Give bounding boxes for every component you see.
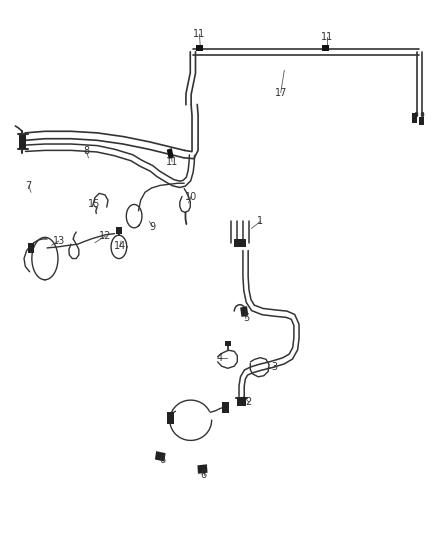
Text: 14: 14 (113, 241, 126, 252)
Bar (237, 397, 247, 407)
Bar (234, 239, 246, 247)
Bar (28, 243, 34, 253)
Text: 4: 4 (217, 353, 223, 362)
Bar (198, 464, 208, 474)
Bar (322, 45, 329, 51)
Text: 17: 17 (275, 87, 287, 98)
Bar (225, 341, 231, 346)
Text: 10: 10 (185, 191, 197, 201)
Text: 3: 3 (272, 362, 278, 372)
Text: 15: 15 (88, 199, 100, 209)
Bar (419, 117, 424, 125)
Text: 6: 6 (201, 470, 207, 480)
Bar (167, 148, 174, 159)
Bar (116, 227, 121, 233)
Text: 6: 6 (159, 455, 166, 465)
Text: 11: 11 (166, 157, 178, 166)
Text: 11: 11 (321, 33, 333, 43)
Text: 5: 5 (243, 313, 249, 324)
Text: 11: 11 (193, 29, 205, 39)
Text: 1: 1 (257, 216, 263, 227)
Text: 7: 7 (26, 181, 32, 191)
Bar (222, 402, 229, 414)
Text: 2: 2 (245, 397, 252, 407)
Text: 13: 13 (53, 236, 65, 246)
Bar (240, 306, 248, 317)
Text: 12: 12 (99, 231, 111, 241)
Bar (412, 114, 417, 123)
Bar (196, 45, 203, 51)
Bar (19, 135, 26, 149)
Bar (167, 413, 174, 424)
Text: 8: 8 (83, 146, 89, 156)
Text: 9: 9 (150, 222, 156, 232)
Bar (155, 451, 166, 462)
